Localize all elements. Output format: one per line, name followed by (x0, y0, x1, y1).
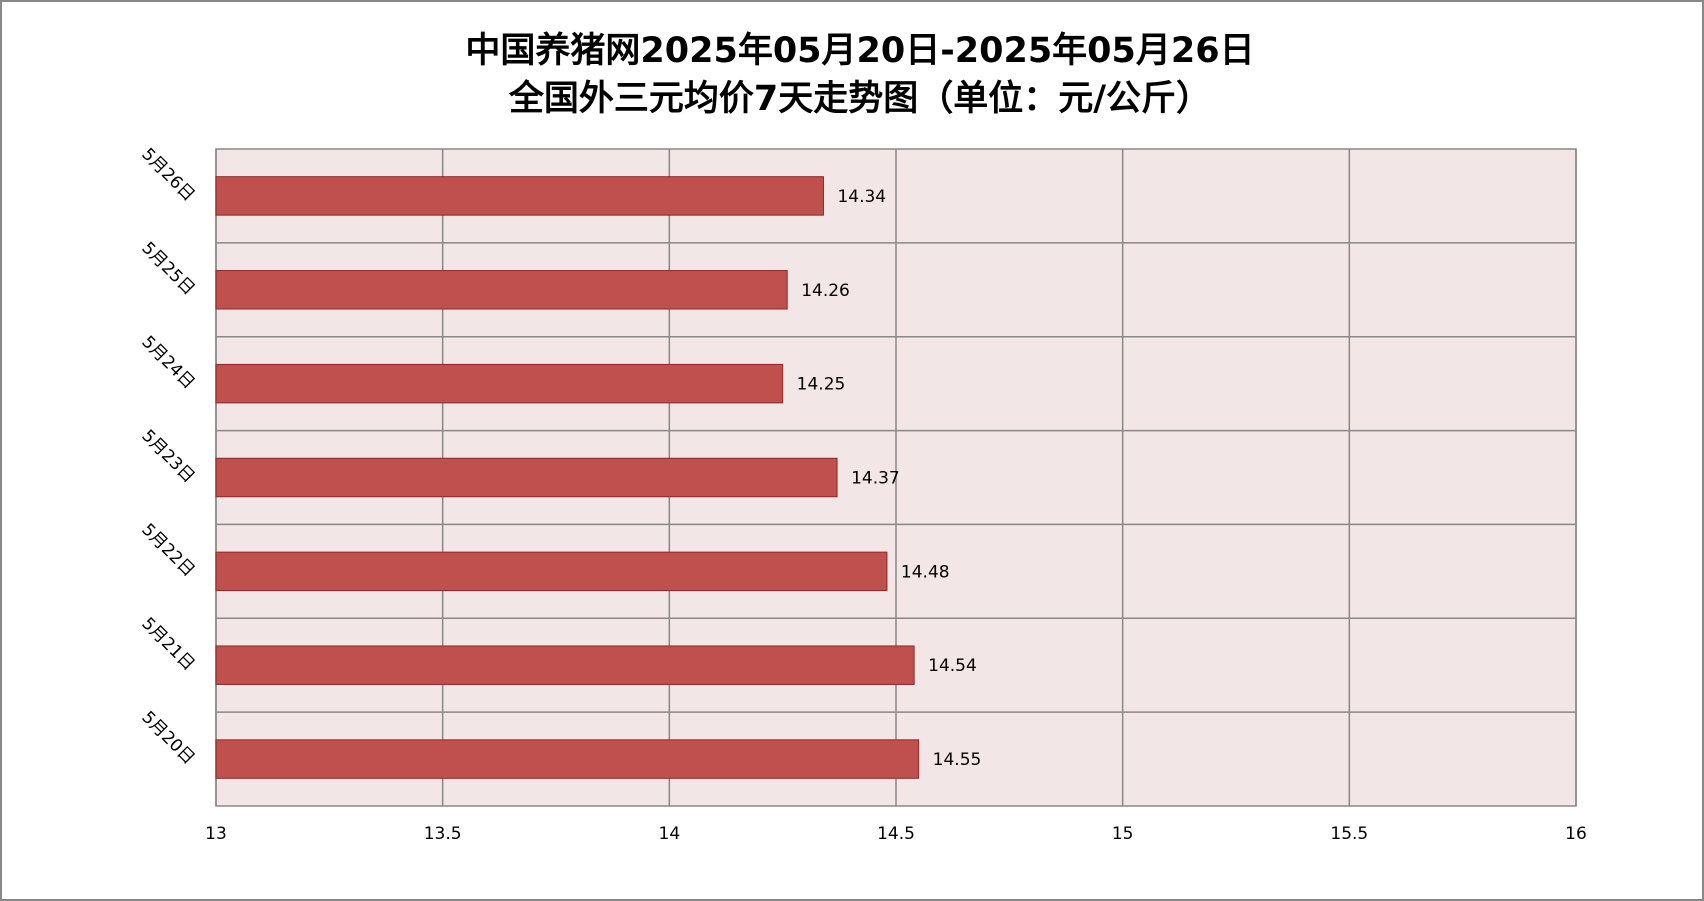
bar (215, 363, 784, 404)
x-tick-label: 13 (205, 824, 227, 844)
bar (215, 739, 920, 779)
bar (215, 270, 788, 310)
data-label: 14.54 (928, 656, 977, 676)
bar (215, 645, 915, 685)
data-label: 14.25 (797, 375, 846, 395)
x-tick-label: 13.5 (424, 824, 462, 844)
x-tick-label: 16 (1565, 824, 1587, 844)
data-label: 14.34 (837, 187, 886, 207)
x-tick-label: 14 (659, 824, 681, 844)
data-label: 14.26 (801, 281, 850, 301)
x-tick-label: 14.5 (877, 824, 915, 844)
bar (215, 176, 824, 216)
chart-title: 中国养猪网2025年05月20日-2025年05月26日 (465, 31, 1254, 71)
x-tick-label: 15.5 (1330, 824, 1368, 844)
data-label: 14.37 (851, 469, 900, 489)
data-label: 14.55 (933, 750, 982, 770)
bar (215, 457, 838, 498)
data-label: 14.48 (901, 562, 950, 582)
chart-subtitle: 全国外三元均价7天走势图（单位：元/公斤） (508, 78, 1211, 119)
x-tick-label: 15 (1112, 824, 1134, 844)
bar (215, 551, 888, 592)
